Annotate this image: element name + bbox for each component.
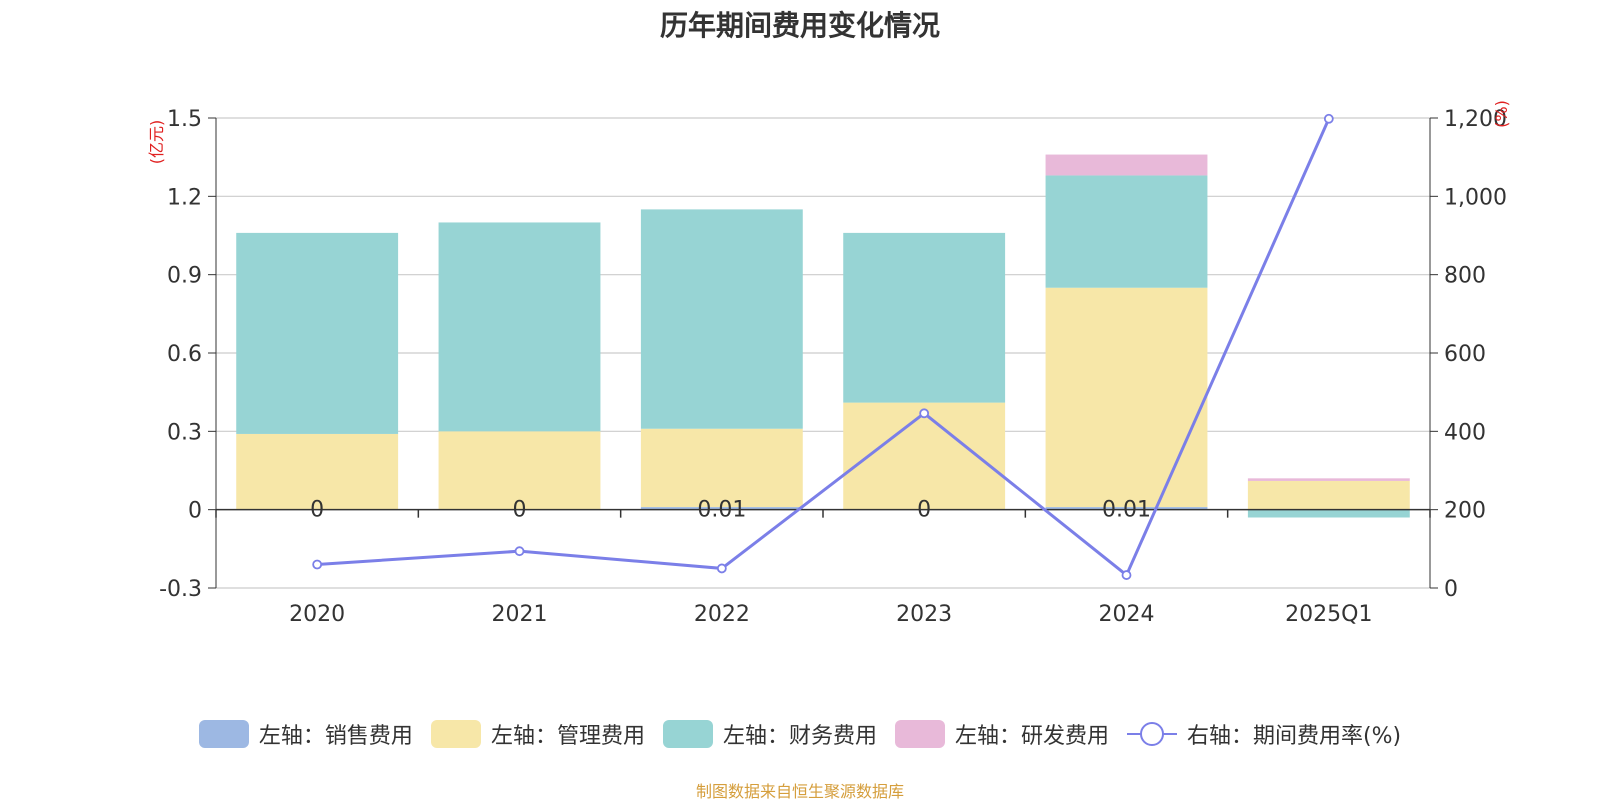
- rate-point: [1323, 113, 1334, 124]
- right-axis-tick-label: 800: [1444, 264, 1486, 289]
- legend: 左轴：销售费用 左轴：管理费用 左轴：财务费用 左轴：研发费用 右轴：期间费用率…: [0, 718, 1600, 750]
- left-axis-unit: (亿元): [147, 120, 166, 165]
- legend-swatch-admin: [430, 720, 481, 748]
- right-axis-tick-label: 600: [1444, 342, 1486, 367]
- category-label: 2020: [289, 602, 345, 627]
- bar-segment: [1247, 478, 1410, 481]
- rate-line: [317, 118, 1331, 578]
- bar-segment: [438, 431, 601, 510]
- bar-segment: [236, 232, 399, 434]
- bar-segment: [438, 222, 601, 432]
- category-label: 2021: [492, 602, 548, 627]
- legend-swatch-rate: [1126, 722, 1177, 746]
- bar-segment: [843, 232, 1006, 403]
- chart: -0.3 0 0.3 0.6 0.9 1.2 1.5 0 200 400 600 800 1,000 1,…: [147, 100, 1511, 627]
- legend-swatch-finance: [662, 720, 713, 748]
- legend-label-sales: 左轴：销售费用: [258, 724, 413, 749]
- bar-segment: [640, 507, 803, 510]
- bar-segment: [236, 433, 399, 510]
- category-label: 2024: [1099, 602, 1155, 627]
- legend-item-admin[interactable]: 左轴：管理费用: [430, 718, 645, 750]
- right-axis-tick-label: 200: [1444, 499, 1486, 524]
- bar-segment: [1045, 154, 1208, 176]
- legend-swatch-rnd: [894, 720, 945, 748]
- left-axis-tick-label: 0: [188, 499, 202, 524]
- category-label: 2023: [896, 602, 952, 627]
- bar-segment: [1045, 175, 1208, 288]
- right-axis-tick-label: 1,200: [1444, 107, 1507, 132]
- legend-item-finance[interactable]: 左轴：财务费用: [662, 718, 877, 750]
- left-axis-tick-label: 1.5: [167, 107, 202, 132]
- data-label: 0: [513, 498, 527, 523]
- left-axis-tick-label: -0.3: [159, 577, 202, 602]
- legend-item-sales[interactable]: 左轴：销售费用: [198, 718, 413, 750]
- bar-segment: [1247, 509, 1410, 518]
- left-axis-tick-label: 0.9: [167, 264, 202, 289]
- rate-point: [312, 559, 323, 570]
- category-label: 2022: [694, 602, 750, 627]
- left-axis-tick-label: 0.6: [167, 342, 202, 367]
- bar-segment: [1045, 507, 1208, 510]
- data-label: 0: [310, 498, 324, 523]
- bar-segment: [1247, 480, 1410, 510]
- data-label: 0: [917, 498, 931, 523]
- chart-title: 历年期间费用变化情况: [659, 9, 940, 42]
- right-axis-tick-label: 0: [1444, 577, 1458, 602]
- rate-point: [1121, 570, 1132, 580]
- rate-point: [514, 546, 525, 557]
- left-axis-tick-label: 0.3: [167, 420, 202, 445]
- legend-item-rate[interactable]: 右轴：期间费用率(%): [1126, 718, 1402, 750]
- legend-item-rnd[interactable]: 左轴：研发费用: [894, 718, 1109, 750]
- bar-segment: [640, 428, 803, 508]
- rate-point: [716, 563, 727, 574]
- legend-swatch-sales: [198, 720, 249, 748]
- legend-label-rnd: 左轴：研发费用: [954, 724, 1109, 749]
- right-axis-tick-label: 1,000: [1444, 185, 1507, 210]
- legend-label-finance: 左轴：财务费用: [722, 724, 877, 749]
- source-note: 制图数据来自恒生聚源数据库: [695, 782, 904, 801]
- category-label: 2025Q1: [1285, 602, 1372, 627]
- left-axis-tick-label: 1.2: [167, 185, 202, 210]
- legend-label-admin: 左轴：管理费用: [490, 724, 645, 749]
- bar-segment: [1045, 287, 1208, 508]
- bar-segment: [640, 209, 803, 429]
- data-label: 0.01: [697, 498, 746, 523]
- data-label: 0.01: [1102, 498, 1151, 523]
- rate-point: [919, 408, 930, 419]
- right-axis-unit: (%): [1492, 100, 1511, 128]
- legend-label-rate: 右轴：期间费用率(%): [1186, 724, 1402, 749]
- right-axis-tick-label: 400: [1444, 420, 1486, 445]
